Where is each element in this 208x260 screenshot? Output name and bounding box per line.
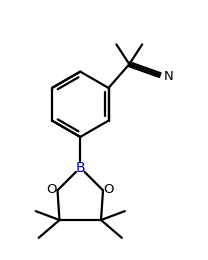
Text: B: B (76, 161, 85, 175)
Text: N: N (163, 70, 173, 83)
Text: O: O (47, 184, 57, 197)
Text: O: O (103, 184, 114, 197)
